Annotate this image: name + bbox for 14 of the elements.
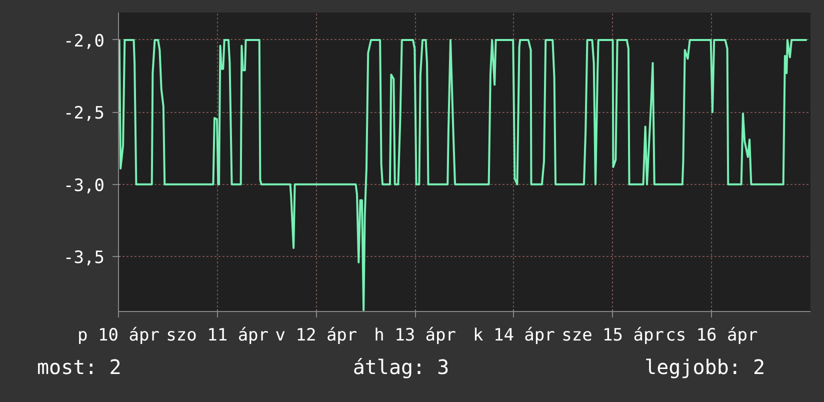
- x-tick-label: v 12 ápr: [275, 326, 358, 346]
- x-tick-label: sze 15 ápr: [562, 326, 664, 346]
- x-tick-label: h 13 ápr: [374, 326, 456, 346]
- text: legjobb: 2: [644, 354, 766, 381]
- x-tick-label: p 10 ápr: [78, 326, 160, 346]
- y-tick-label: -2,5: [64, 104, 105, 124]
- text: most: 2: [37, 354, 122, 381]
- y-tick-label: -3,0: [64, 176, 105, 196]
- x-tick-label: szo 11 ápr: [166, 326, 269, 346]
- x-tick-label: cs 16 ápr: [666, 326, 758, 346]
- y-tick-label: -2,0: [64, 31, 105, 52]
- text: átlag: 3: [352, 354, 450, 381]
- x-tick-label: k 14 ápr: [472, 326, 555, 346]
- y-tick-label: -3,5: [64, 248, 105, 268]
